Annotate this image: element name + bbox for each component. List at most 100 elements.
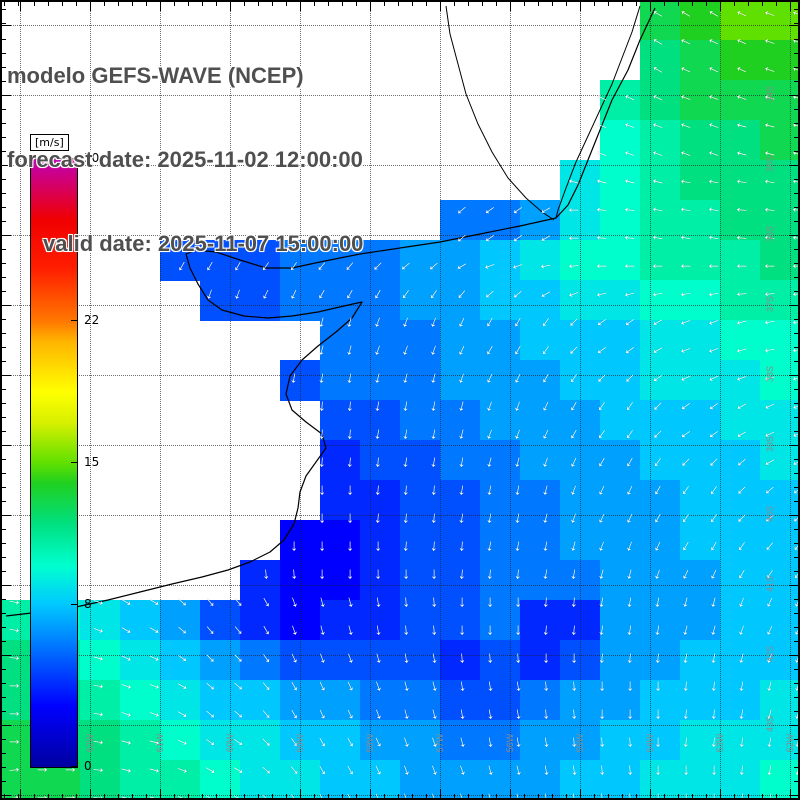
heat-cell xyxy=(680,360,721,401)
heat-cell xyxy=(720,360,761,401)
heat-cell xyxy=(600,280,641,321)
heat-cell xyxy=(240,240,281,281)
heat-cell xyxy=(200,600,241,641)
heat-cell xyxy=(720,440,761,481)
heat-cell xyxy=(120,640,161,681)
heat-cell xyxy=(600,680,641,721)
heat-cell xyxy=(640,480,681,521)
heat-cell xyxy=(520,480,561,521)
heat-cell xyxy=(680,120,721,161)
heat-cell xyxy=(400,520,441,561)
lat-label: 38S xyxy=(765,366,775,383)
heat-cell xyxy=(120,720,161,761)
grid-parallel xyxy=(0,235,800,236)
grid-meridian xyxy=(300,0,301,800)
heat-cell xyxy=(440,280,481,321)
heat-cell xyxy=(200,680,241,721)
lon-label: 59W xyxy=(295,733,305,753)
heat-cell xyxy=(360,560,401,601)
heat-cell xyxy=(480,640,521,681)
heat-cell xyxy=(320,640,361,681)
heat-cell xyxy=(160,240,201,281)
heat-cell xyxy=(640,40,681,81)
heat-cell xyxy=(400,320,441,361)
lon-label: 57W xyxy=(435,733,445,753)
heat-cell xyxy=(600,640,641,681)
lon-label: 52W xyxy=(785,733,795,753)
lat-label: 42S xyxy=(765,646,775,663)
heat-cell xyxy=(440,320,481,361)
heat-cell xyxy=(680,640,721,681)
heat-cell xyxy=(520,600,561,641)
heat-cell xyxy=(480,440,521,481)
parana-river-path xyxy=(445,5,555,221)
grid-meridian xyxy=(650,0,651,800)
heat-cell xyxy=(400,680,441,721)
heat-cell xyxy=(440,600,481,641)
heat-cell xyxy=(720,240,761,281)
heat-cell xyxy=(480,320,521,361)
heat-cell xyxy=(600,160,641,201)
forecast-date-line: forecast date: 2025-11-02 12:00:00 xyxy=(7,147,363,172)
heat-cell xyxy=(320,360,361,401)
coastline-path xyxy=(5,7,656,617)
heat-cell xyxy=(720,560,761,601)
heat-cell xyxy=(480,720,521,761)
heat-cell xyxy=(200,640,241,681)
heat-cell xyxy=(240,720,281,761)
heat-cell xyxy=(80,720,121,761)
heat-cell xyxy=(160,640,201,681)
grid-parallel xyxy=(0,725,800,726)
heat-cell xyxy=(240,560,281,601)
title-block: modelo GEFS-WAVE (NCEP) forecast date: 2… xyxy=(7,6,363,314)
heat-cell xyxy=(600,560,641,601)
heat-cell xyxy=(320,320,361,361)
heat-cell xyxy=(400,440,441,481)
heat-cell xyxy=(80,680,121,721)
heat-cell xyxy=(520,240,561,281)
heat-cell xyxy=(640,160,681,201)
uruguay-river-path xyxy=(555,5,641,219)
grid-parallel xyxy=(0,515,800,516)
heat-cell xyxy=(240,600,281,641)
heat-cell xyxy=(680,160,721,201)
heat-cell xyxy=(600,520,641,561)
heat-cell xyxy=(600,720,641,761)
heat-cell xyxy=(360,480,401,521)
heat-cell xyxy=(320,400,361,441)
lon-label: 53W xyxy=(715,733,725,753)
heat-cell xyxy=(720,320,761,361)
heat-cell xyxy=(680,480,721,521)
heat-cell xyxy=(600,400,641,441)
heat-cell xyxy=(720,640,761,681)
grid-meridian xyxy=(20,0,21,800)
lat-label: 40S xyxy=(765,506,775,523)
heat-cell xyxy=(520,560,561,601)
heat-cell xyxy=(400,560,441,601)
heat-cell xyxy=(640,440,681,481)
heat-cell xyxy=(640,80,681,121)
heat-cell xyxy=(440,360,481,401)
heat-cell xyxy=(680,80,721,121)
heat-cell xyxy=(680,320,721,361)
heat-cell xyxy=(360,360,401,401)
lon-label: 55W xyxy=(575,733,585,753)
heat-cell xyxy=(600,480,641,521)
heat-cell xyxy=(720,120,761,161)
heat-cell xyxy=(480,600,521,641)
heat-cell xyxy=(160,600,201,641)
heat-cell xyxy=(600,440,641,481)
heat-cell xyxy=(600,120,641,161)
heat-cell xyxy=(640,320,681,361)
heat-cell xyxy=(480,360,521,401)
heat-cell xyxy=(320,440,361,481)
grid-parallel xyxy=(0,25,800,26)
heat-cell xyxy=(400,400,441,441)
heat-cell xyxy=(520,280,561,321)
heat-cell xyxy=(480,680,521,721)
heat-cell xyxy=(240,640,281,681)
heat-cell xyxy=(640,240,681,281)
grid-parallel xyxy=(0,655,800,656)
heat-cell xyxy=(520,200,561,241)
heat-cell xyxy=(680,40,721,81)
